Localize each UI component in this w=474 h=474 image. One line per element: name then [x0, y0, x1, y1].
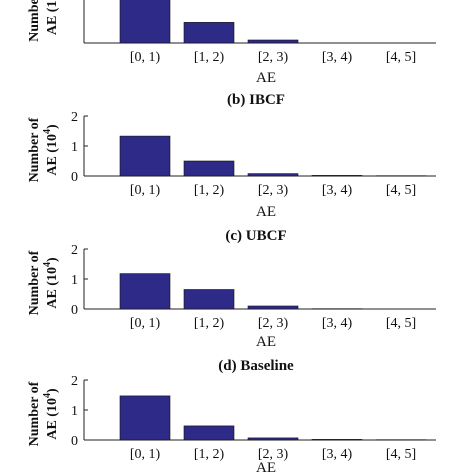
- bar: [311, 175, 363, 177]
- bar: [311, 439, 363, 441]
- x-tick-label: [1, 2): [194, 50, 225, 65]
- panel-caption: (c) UBCF: [225, 228, 286, 244]
- y-axis-label-line1: Number of: [27, 250, 42, 315]
- x-tick-label: [1, 2): [194, 447, 225, 462]
- x-tick-label: [0, 1): [130, 316, 161, 331]
- x-axis-label: AE: [256, 334, 276, 350]
- bar: [183, 22, 235, 44]
- x-tick-label: [2, 3): [258, 316, 289, 331]
- y-tick-label: 0: [71, 303, 78, 318]
- panel-caption: (d) Baseline: [218, 358, 294, 374]
- bar: [119, 135, 171, 177]
- x-tick-label: [2, 3): [258, 183, 289, 198]
- bar: [247, 305, 299, 310]
- y-tick-label: 2: [71, 374, 78, 389]
- x-tick-label: [4, 5]: [386, 447, 416, 462]
- chart-panel: (c) UBCF 0 1 2 [0, 1) [1, 2) [2, 3) [3, 4) [4, 5…: [27, 228, 436, 350]
- bar: [247, 173, 299, 177]
- y-axis-label-text: AE (10: [45, 267, 60, 309]
- panel-caption: (b) IBCF: [227, 92, 285, 108]
- chart-panel: [0, 1) [1, 2) [2, 3) [3, 4) [4, 5] AE Number o…: [27, 0, 436, 86]
- x-tick-label: [4, 5]: [386, 316, 416, 331]
- x-axis-label: AE: [256, 460, 276, 474]
- y-axis-label-superscript: 4: [42, 262, 53, 267]
- x-tick-label: [1, 2): [194, 316, 225, 331]
- chart-panel: (b) IBCF 0 1 2 [0, 1) [1, 2) [2, 3) [3, 4) [4, 5…: [27, 92, 436, 220]
- y-axis-label-line2: AE (104): [42, 0, 60, 35]
- x-tick-label: [2, 3): [258, 50, 289, 65]
- x-tick-label: [1, 2): [194, 183, 225, 198]
- y-axis-label-text: AE (10: [45, 398, 60, 440]
- x-tick-label: [4, 5]: [386, 50, 416, 65]
- x-tick-label: [3, 4): [322, 183, 353, 198]
- y-axis-label-line2: AE (104): [42, 124, 60, 176]
- y-tick-label: 0: [71, 434, 78, 449]
- y-axis-label-line1: Number of: [27, 0, 42, 42]
- x-tick-label: [4, 5]: [386, 183, 416, 198]
- y-tick-label: 0: [71, 170, 78, 185]
- chart-panel: (d) Baseline 0 1 2 [0, 1) [1, 2) [2, 3) [3, 4) […: [27, 358, 436, 474]
- bar: [247, 39, 299, 44]
- x-tick-label: [3, 4): [322, 50, 353, 65]
- y-tick-label: 2: [71, 243, 78, 258]
- y-tick-label: 2: [71, 110, 78, 125]
- y-axis-label-close: ): [45, 388, 60, 393]
- y-tick-label: 1: [71, 273, 78, 288]
- x-tick-label: [0, 1): [130, 50, 161, 65]
- y-axis-label-close: ): [45, 124, 60, 129]
- y-axis-label-superscript: 4: [42, 393, 53, 398]
- y-axis-label-close: ): [45, 257, 60, 262]
- bar: [119, 273, 171, 310]
- x-tick-label: [0, 1): [130, 447, 161, 462]
- x-tick-label: [0, 1): [130, 183, 161, 198]
- bar: [183, 160, 235, 177]
- x-tick-label: [3, 4): [322, 447, 353, 462]
- y-axis-label-line1: Number of: [27, 381, 42, 446]
- bar: [119, 0, 171, 44]
- bar: [247, 437, 299, 441]
- y-axis-label-line1: Number of: [27, 117, 42, 182]
- x-tick-label: [2, 3): [258, 447, 289, 462]
- y-tick-label: 1: [71, 140, 78, 155]
- x-axis-label: AE: [256, 204, 276, 220]
- bar: [183, 425, 235, 441]
- x-tick-label: [3, 4): [322, 316, 353, 331]
- y-axis-label-text: AE (10: [45, 134, 60, 176]
- bar: [183, 289, 235, 310]
- y-axis-label-line2: AE (104): [42, 388, 60, 440]
- y-axis-label-text: AE (10: [45, 0, 60, 35]
- y-axis-label-superscript: 4: [42, 129, 53, 134]
- x-axis-label: AE: [256, 70, 276, 86]
- y-tick-label: 1: [71, 404, 78, 419]
- bar: [119, 395, 171, 441]
- y-axis-label-line2: AE (104): [42, 257, 60, 309]
